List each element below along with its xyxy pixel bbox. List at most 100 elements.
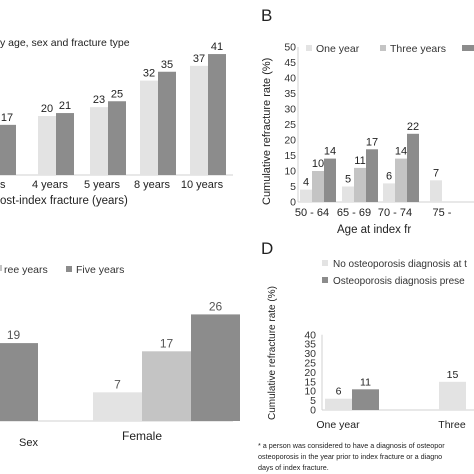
panel-d-ytick-label: 25: [304, 358, 316, 370]
panel-a-data-label: 37: [193, 53, 205, 65]
panel-c-data-label: 7: [114, 377, 121, 391]
panel-d-ytick-label: 20: [304, 367, 316, 379]
panel-c-data-label: 17: [160, 336, 174, 350]
panel-a-data-label: 32: [143, 68, 155, 80]
panel-d-bar: [325, 398, 352, 410]
panel-d-legend-label-1: No osteoporosis diagnosis at t: [333, 259, 467, 270]
panel-b-data-label: 4: [303, 177, 309, 189]
panel-b-ytick-label: 50: [284, 42, 296, 54]
panel-c-data-label: 19: [7, 328, 21, 342]
panel-a-title: y age, sex and fracture type: [0, 37, 130, 49]
panel-d-category-label: One year: [316, 419, 360, 431]
panel-b-bar: [312, 171, 324, 202]
panel-b-data-label: 11: [354, 155, 365, 167]
panel-a-data-label: 23: [93, 94, 105, 106]
panel-d-bar: [439, 381, 466, 410]
panel-a-bar: [208, 54, 226, 175]
panel-b-bar: [366, 149, 378, 202]
panel-a-category-label: years: [0, 179, 6, 191]
panel-b-ytick-label: 10: [284, 166, 296, 178]
panel-b-legend-swatch-2: [380, 45, 386, 51]
panel-b-bar: [354, 167, 366, 202]
panel-c-bar: [0, 343, 38, 421]
panel-a-data-label: 41: [211, 41, 223, 53]
panel-b-legend-label-1: One year: [316, 43, 360, 55]
panel-d-ytick-label: 10: [304, 386, 316, 398]
panel-c-bar: [93, 392, 142, 421]
panel-d-data-label: 11: [360, 376, 371, 388]
panel-a-data-label: 20: [41, 103, 53, 115]
panel-b-ytick-label: 35: [284, 88, 296, 100]
panel-b-legend-label-2: Three years: [390, 43, 446, 55]
panel-d-ytick-label: 40: [304, 329, 316, 341]
panel-b-data-label: 7: [433, 167, 439, 179]
panel-d-legend-swatch-1: [322, 260, 328, 266]
panel-c-category-label: Female: [122, 429, 162, 443]
chart-marks: 20 23 32 37 17 21 25 35 41 years 4 years 5 years 8 y…: [0, 41, 474, 443]
panel-b-data-label: 5: [345, 174, 351, 186]
panel-d-footnote-line-2: osteoporosis in the year prior to index …: [258, 452, 442, 461]
panel-b-legend-swatch-1: [306, 45, 312, 51]
panel-d-data-label: 6: [336, 386, 342, 398]
panel-c-legend-swatch-2: [66, 266, 72, 272]
panel-d-ytick-label: 30: [304, 348, 316, 360]
panel-b-bar: [430, 180, 442, 202]
panel-b-data-label: 17: [366, 136, 378, 148]
panel-a-bar: [158, 71, 176, 175]
panel-b-letter: B: [261, 6, 272, 25]
panel-d-letter: D: [261, 239, 273, 258]
panel-c-bar: [142, 351, 191, 421]
panel-a-data-label: 17: [1, 112, 13, 124]
panel-d-ylabel: Cumulative refracture rate (%): [267, 286, 278, 420]
panel-a-data-label: 21: [59, 100, 71, 112]
panel-a-category-label: 10 years: [181, 179, 224, 191]
panel-d-category-label: Three: [438, 419, 466, 431]
panel-b-data-label: 14: [395, 146, 407, 158]
panel-c-category-sex: Sex: [19, 437, 38, 449]
panel-a-bar: [38, 116, 56, 175]
panel-a-xlabel: ost-index fracture (years): [0, 195, 128, 207]
panel-b-category-label: 50 - 64: [295, 207, 329, 219]
panel-b-data-label: 10: [312, 158, 324, 170]
panel-a-bar: [56, 113, 74, 175]
panel-b-data-label: 22: [407, 121, 419, 133]
panel-b-bar: [324, 158, 336, 202]
panel-a-category-label: 8 years: [134, 179, 171, 191]
panel-c-legend-swatch-1: [0, 265, 2, 271]
panel-a-bar: [140, 80, 158, 175]
panel-c-bar: [191, 314, 240, 421]
panel-a-category-label: 4 years: [32, 179, 69, 191]
panel-b-category-label: 75 -: [433, 207, 452, 219]
panel-b-bar: [300, 189, 312, 202]
panel-b-legend-swatch-3: [462, 45, 474, 51]
panel-c-legend-label-1: ree years: [4, 264, 48, 276]
panel-d-legend-label-2: Osteoporosis diagnosis prese: [333, 276, 465, 287]
panel-b-ytick-label: 40: [284, 73, 296, 85]
panel-b-bar: [395, 158, 407, 202]
panel-b-bar: [342, 186, 354, 202]
panel-b-category-label: 65 - 69: [337, 207, 371, 219]
panel-b-ytick-label: 15: [284, 150, 296, 162]
panel-b-ytick-label: 5: [290, 181, 296, 193]
panel-d-data-label: 15: [447, 369, 459, 381]
panel-d-ytick-label: 0: [310, 405, 316, 417]
panel-b-ytick-label: 25: [284, 119, 296, 131]
panel-b-xlabel: Age at index fr: [337, 224, 411, 236]
panel-d-footnote-line-3: days of index fracture.: [258, 463, 329, 472]
panel-d-ytick-label: 15: [304, 376, 316, 388]
panel-d-footnote-line-1: * a person was considered to have a diag…: [258, 441, 445, 450]
panel-c-data-label: 26: [209, 299, 223, 313]
panel-a-category-label: 5 years: [84, 179, 121, 191]
panel-c-legend-label-2: Five years: [76, 264, 124, 276]
panel-d-legend-swatch-2: [322, 277, 328, 283]
panel-b-data-label: 6: [386, 170, 392, 182]
panel-b-bar: [383, 183, 395, 202]
panel-b-ytick-label: 30: [284, 104, 296, 116]
panel-b-ytick-label: 20: [284, 135, 296, 147]
panel-d-ytick-label: 5: [310, 395, 316, 407]
panel-a-bar: [190, 65, 208, 175]
panel-a-data-label: 25: [111, 88, 123, 100]
panel-d-bar: [352, 389, 379, 410]
panel-b-ytick-label: 45: [284, 57, 296, 69]
